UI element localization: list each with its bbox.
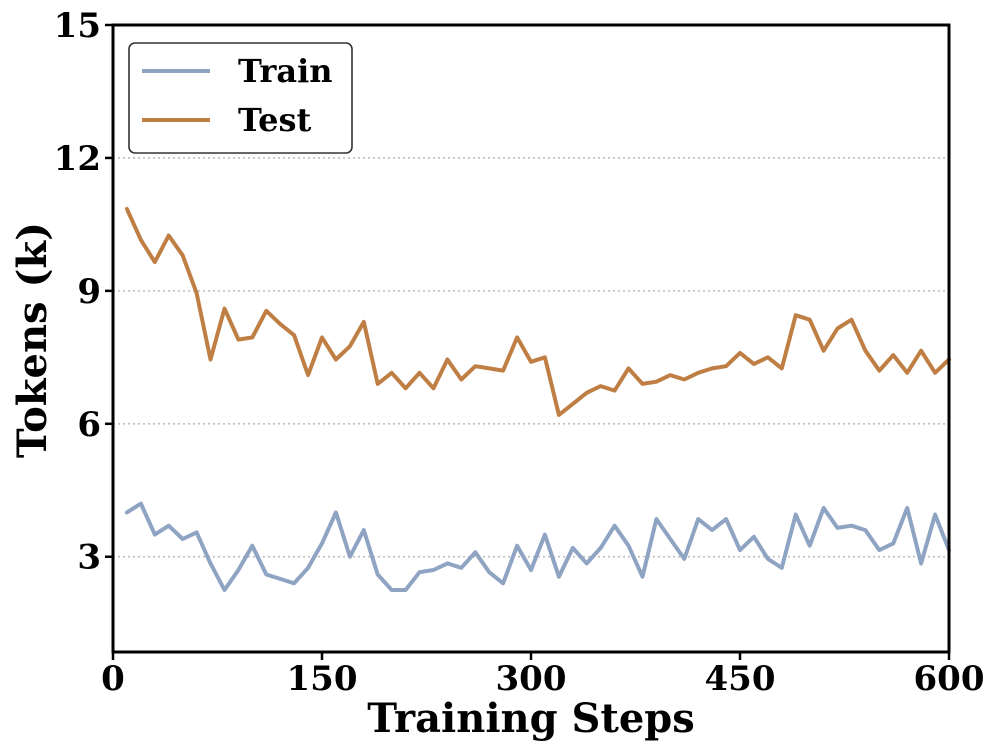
x-tick-label: 450 (705, 659, 776, 699)
x-tick-label: 600 (914, 659, 985, 699)
legend-label-train: Train (238, 52, 333, 90)
y-tick-label: 6 (77, 405, 101, 445)
legend-label-test: Test (238, 101, 312, 139)
y-tick-label: 15 (54, 6, 101, 46)
y-tick-label: 12 (54, 139, 101, 179)
series-line-train (124, 501, 951, 592)
axis-ticks (105, 23, 951, 660)
y-tick-label: 3 (77, 538, 101, 578)
x-tick-label: 300 (496, 659, 567, 699)
series-layer (124, 206, 951, 592)
legend: Train Test (128, 42, 353, 154)
x-axis-label: Training Steps (367, 695, 695, 742)
series-line-test (124, 206, 951, 417)
grid-lines (113, 157, 949, 558)
x-tick-label: 150 (287, 659, 358, 699)
y-axis-label: Tokens (k) (9, 222, 56, 458)
x-tick-label: 0 (101, 659, 125, 699)
y-tick-label: 9 (77, 272, 101, 312)
